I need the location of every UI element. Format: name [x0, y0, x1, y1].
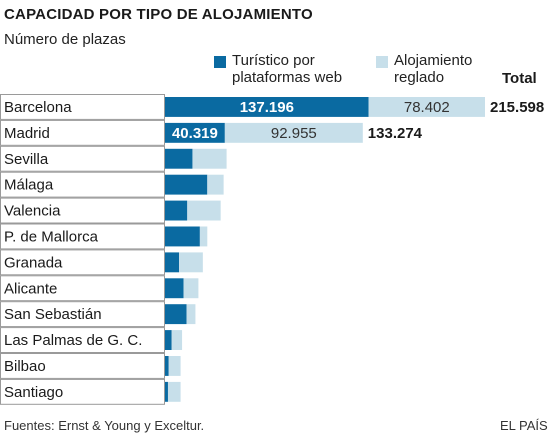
bar-reglado	[167, 381, 181, 402]
category-label-box	[0, 327, 165, 354]
legend-label-reglado-line1: Alojamiento	[394, 52, 473, 69]
bar-web	[165, 226, 200, 247]
bar-reglado	[199, 226, 208, 247]
category-label: Alicante	[4, 280, 57, 297]
category-label: Bilbao	[4, 358, 46, 375]
brand-credit: EL PAÍS	[500, 418, 548, 433]
source-note: Fuentes: Ernst & Young y Exceltur.	[4, 418, 205, 433]
legend-swatch-web	[214, 56, 226, 68]
legend-swatch-reglado	[376, 56, 388, 68]
category-label-box	[0, 249, 165, 276]
category-label-box	[0, 301, 165, 328]
chart-title: CAPACIDAD POR TIPO DE ALOJAMIENTO	[4, 6, 313, 23]
category-label-box	[0, 223, 165, 250]
category-label: San Sebastián	[4, 306, 102, 323]
value-label-total: 133.274	[368, 125, 423, 142]
category-label-box	[0, 197, 165, 224]
value-label-total: 215.598	[490, 99, 544, 116]
bar-web	[165, 304, 187, 325]
bar-reglado	[171, 330, 183, 350]
bar-web	[165, 148, 193, 169]
category-label-box	[0, 171, 165, 198]
legend-label-web-line2: plataformas web	[232, 69, 343, 86]
bar-web	[165, 97, 369, 117]
bar-reglado	[179, 252, 203, 273]
category-label-box	[0, 378, 165, 405]
category-label: P. de Mallorca	[4, 228, 99, 245]
category-label: Málaga	[4, 177, 54, 194]
bar-reglado	[187, 200, 221, 221]
value-label-reglado: 92.955	[271, 125, 317, 142]
value-label-web: 137.196	[240, 99, 294, 116]
bar-web	[165, 330, 172, 350]
bar-web	[165, 356, 169, 376]
chart-subtitle: Número de plazas	[4, 31, 126, 48]
bar-reglado	[183, 278, 199, 299]
category-label: Granada	[4, 254, 63, 271]
bar-web	[165, 252, 180, 273]
category-label: Santiago	[4, 384, 63, 401]
category-label: Las Palmas de G. C.	[4, 332, 142, 349]
bar-web	[165, 122, 225, 143]
bar-web	[165, 200, 188, 221]
category-label: Barcelona	[4, 99, 72, 116]
category-label-box	[0, 119, 165, 146]
legend-total-header: Total	[502, 70, 537, 87]
value-label-web: 40.319	[172, 125, 218, 142]
legend-label-web-line1: Turístico por	[232, 52, 315, 69]
category-label: Sevilla	[4, 151, 49, 168]
bar-reglado	[207, 174, 224, 195]
category-label-box	[0, 353, 165, 379]
category-label: Madrid	[4, 125, 50, 142]
category-label-box	[0, 275, 165, 302]
bar-reglado	[168, 356, 181, 376]
category-label: Valencia	[4, 203, 61, 220]
bar-reglado	[186, 304, 196, 325]
bar-web	[165, 174, 208, 195]
category-label-box	[0, 145, 165, 172]
bar-reglado	[224, 122, 363, 143]
legend-label-reglado-line2: reglado	[394, 69, 445, 86]
bar-web	[165, 278, 184, 299]
bar-reglado	[368, 97, 485, 117]
bar-reglado	[192, 148, 227, 169]
bar-web	[165, 381, 168, 402]
value-label-reglado: 78.402	[404, 99, 450, 116]
category-label-box	[0, 94, 165, 120]
